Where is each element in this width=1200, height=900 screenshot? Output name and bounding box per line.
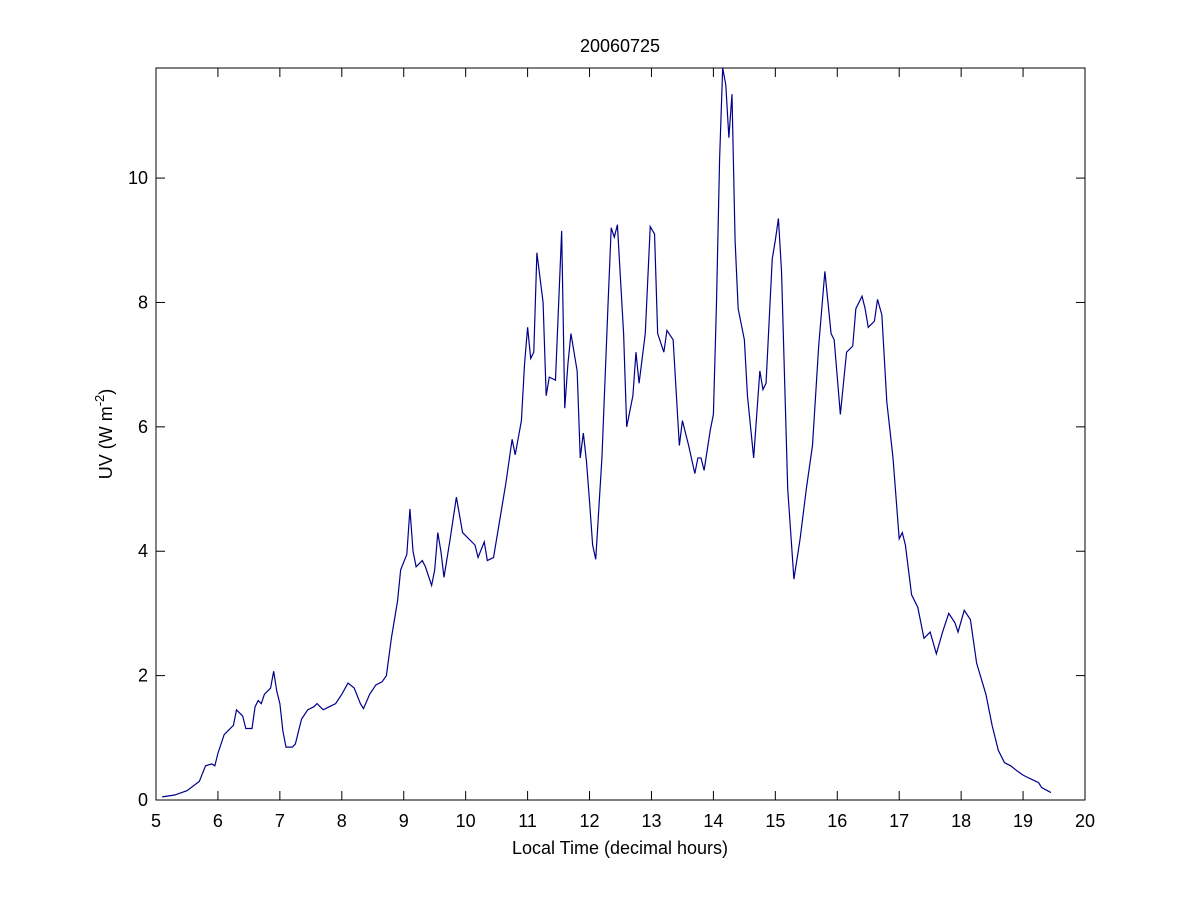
x-tick-label: 6 [213, 811, 223, 831]
x-tick-label: 9 [399, 811, 409, 831]
x-tick-label: 18 [951, 811, 971, 831]
x-tick-label: 12 [580, 811, 600, 831]
y-axis-label: UV (W m-2) [92, 389, 116, 480]
x-tick-label: 5 [151, 811, 161, 831]
y-tick-label: 4 [138, 541, 148, 561]
x-tick-label: 19 [1013, 811, 1033, 831]
y-axis-label-end: ) [96, 389, 116, 395]
y-tick-label: 6 [138, 417, 148, 437]
x-tick-label: 20 [1075, 811, 1095, 831]
chart-title: 20060725 [580, 36, 660, 56]
plot-box [155, 67, 1086, 801]
x-axis-label: Local Time (decimal hours) [512, 838, 728, 858]
data-line [162, 67, 1052, 798]
x-tick-label: 7 [275, 811, 285, 831]
y-axis-label-sup: -2 [92, 395, 107, 407]
y-tick-label: 8 [138, 292, 148, 312]
x-tick-label: 17 [889, 811, 909, 831]
y-tick-label: 2 [138, 666, 148, 686]
y-tick-label: 0 [138, 790, 148, 810]
x-tick-label: 15 [765, 811, 785, 831]
y-axis-label-text: UV (W m [96, 406, 116, 479]
x-tick-label: 13 [641, 811, 661, 831]
x-tick-label: 11 [518, 811, 537, 831]
x-tick-label: 14 [703, 811, 723, 831]
x-tick-label: 10 [456, 811, 476, 831]
x-tick-label: 8 [337, 811, 347, 831]
x-tick-label: 16 [827, 811, 847, 831]
y-tick-label: 10 [128, 168, 148, 188]
